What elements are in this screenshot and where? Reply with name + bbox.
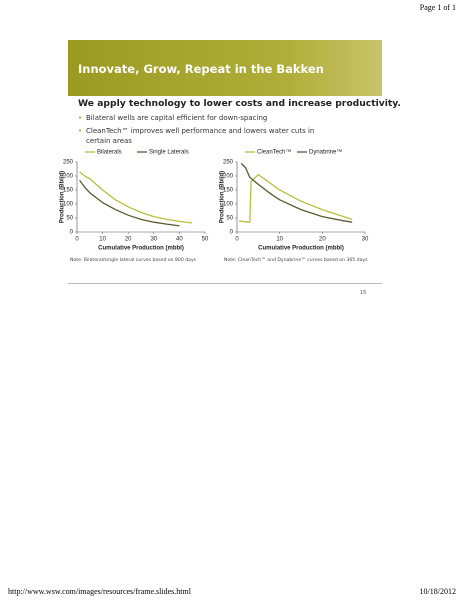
footer-date: 10/18/2012 xyxy=(419,587,456,596)
legend-label: Single Laterals xyxy=(149,150,189,156)
chart-note: Note: Bilateral/single lateral curves ba… xyxy=(70,258,197,263)
bullet-text: Bilateral wells are capital efficient fo… xyxy=(86,114,268,122)
x-tick-label: 20 xyxy=(319,237,326,243)
y-tick-label: 50 xyxy=(66,216,73,222)
y-tick-label: 200 xyxy=(223,174,234,180)
x-tick-label: 0 xyxy=(75,237,79,243)
chart: 0 50 100 150 200 250 0 10 20 30 Cumulative Product… xyxy=(220,149,369,252)
y-axis-label: Production (Bbl/d) xyxy=(60,171,66,223)
y-tick-label: 200 xyxy=(63,174,74,180)
series-line xyxy=(240,162,353,223)
y-tick-label: 250 xyxy=(63,160,74,166)
chart-note: Note: CleanTech™ and Dynabrine™ curves b… xyxy=(224,258,368,263)
series-line xyxy=(79,171,193,224)
banner xyxy=(68,40,382,96)
y-tick-label: 150 xyxy=(63,188,74,194)
divider xyxy=(68,283,382,284)
x-tick-label: 10 xyxy=(276,237,283,243)
y-axis-label: Production (Bbl/d) xyxy=(220,171,226,223)
legend-label: Dynabrine™ xyxy=(309,149,342,156)
page-header: Page 1 of 1 xyxy=(419,3,456,12)
x-tick-label: 30 xyxy=(150,237,157,243)
x-tick-label: 10 xyxy=(99,237,106,243)
slide-heading: We apply technology to lower costs and i… xyxy=(78,98,401,109)
x-axis-label: Cumulative Production (mbbl) xyxy=(258,246,344,252)
legend-label: Bilaterals xyxy=(97,150,122,156)
y-tick-label: 0 xyxy=(70,230,74,236)
x-tick-label: 20 xyxy=(125,237,132,243)
y-tick-label: 50 xyxy=(226,216,233,222)
x-tick-label: 0 xyxy=(235,237,239,243)
series-line xyxy=(239,173,353,223)
y-tick-label: 250 xyxy=(223,160,234,166)
slide-title: Innovate, Grow, Repeat in the Bakken xyxy=(78,62,324,76)
y-tick-label: 0 xyxy=(230,230,234,236)
series-line xyxy=(79,179,180,227)
page-number: 15 xyxy=(360,290,367,296)
bullet-text: CleanTech™ improves well performance and… xyxy=(86,127,315,145)
chart: 0 50 100 150 200 250 0 10 20 30 40 50 Cumulative Pro… xyxy=(60,150,209,252)
x-tick-label: 50 xyxy=(202,237,209,243)
bullets: • Bilateral wells are capital efficient f… xyxy=(78,113,368,146)
y-tick-label: 100 xyxy=(63,202,74,208)
bullet: • Bilateral wells are capital efficient f… xyxy=(78,114,268,122)
footer-url: http://www.wsw.com/images/resources/fram… xyxy=(8,587,191,596)
x-axis-label: Cumulative Production (mbbl) xyxy=(98,246,184,252)
legend-label: CleanTech™ xyxy=(257,149,291,156)
x-tick-label: 40 xyxy=(176,237,183,243)
y-tick-label: 100 xyxy=(223,202,234,208)
bullet: • CleanTech™ improves well performance an… xyxy=(78,127,315,145)
y-tick-label: 150 xyxy=(223,188,234,194)
x-tick-label: 30 xyxy=(362,237,369,243)
